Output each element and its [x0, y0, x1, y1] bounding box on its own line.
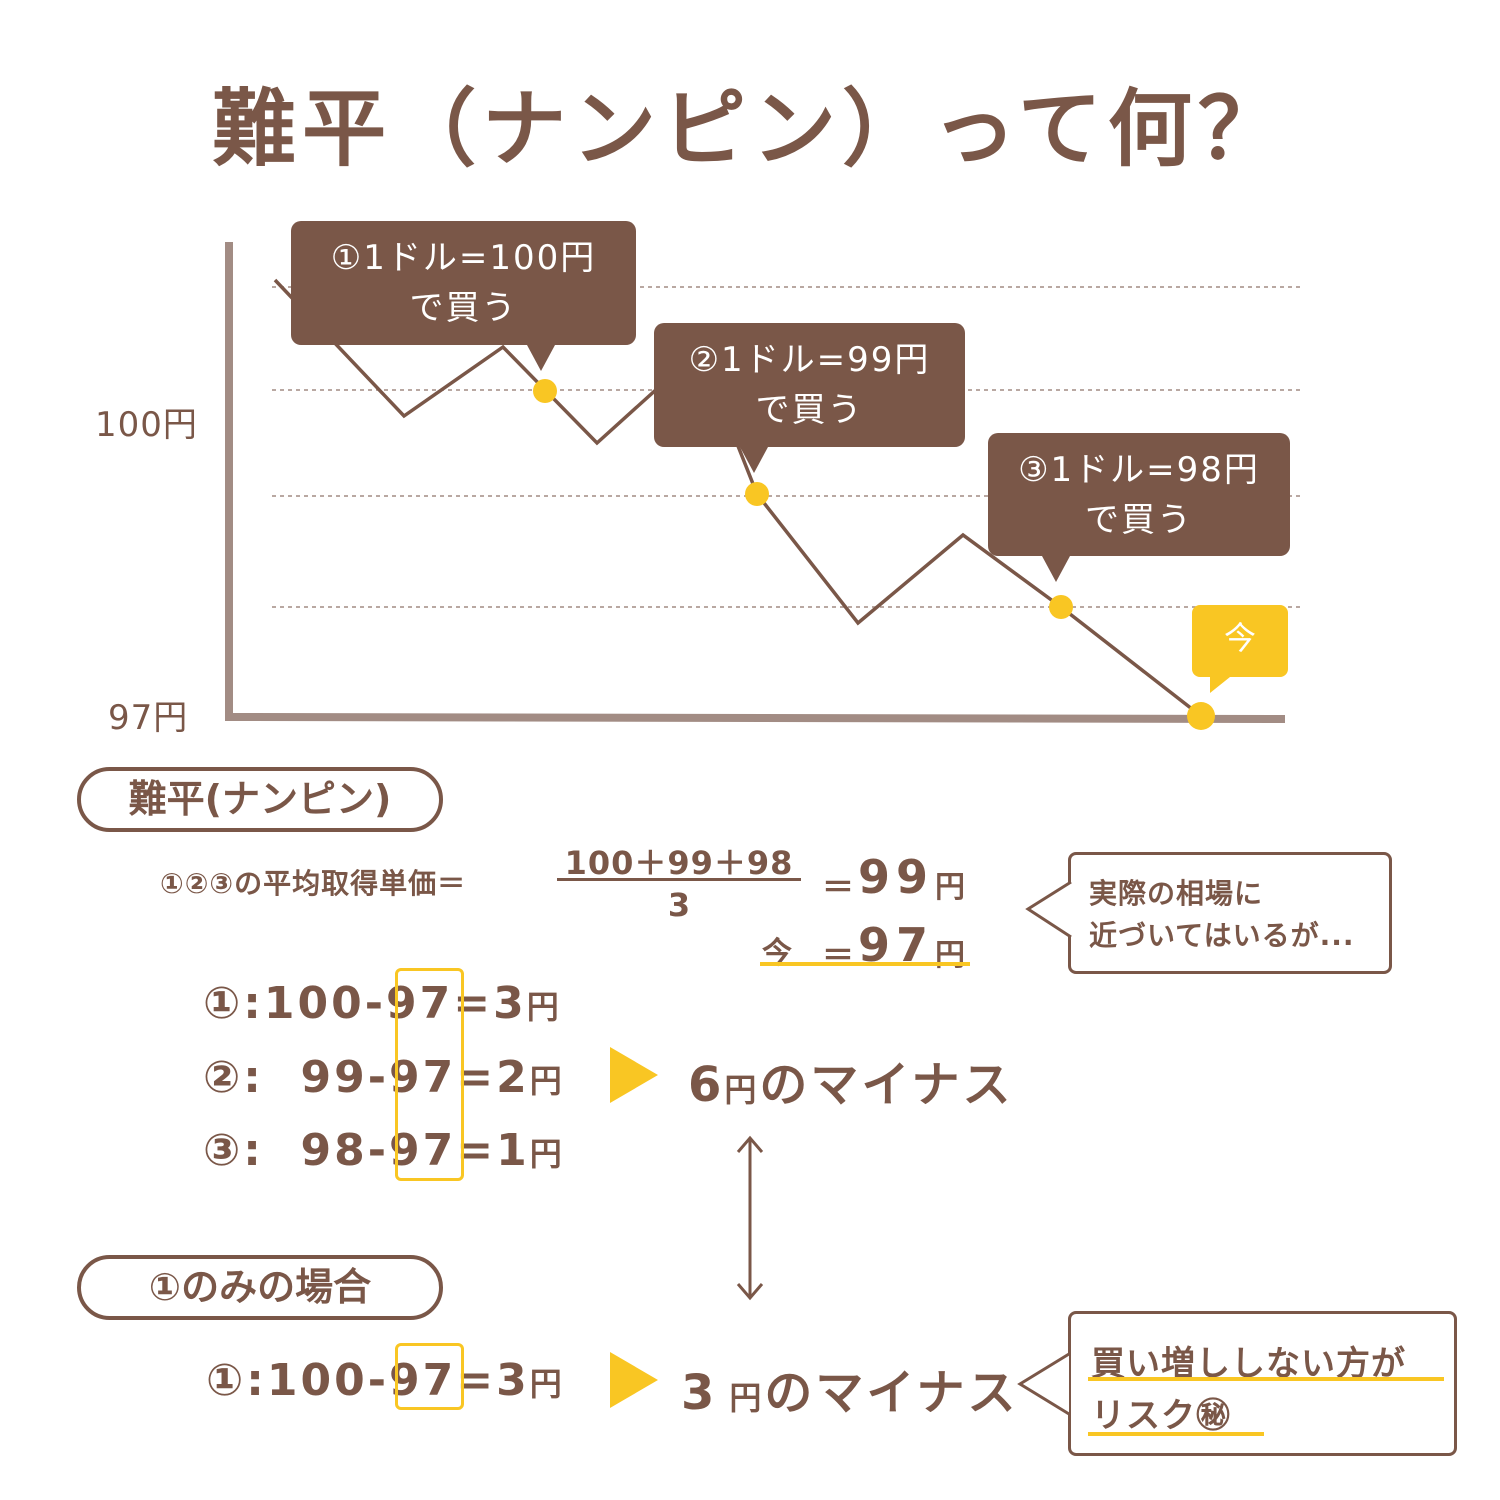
total-loss-nanpin: 6円のマイナス — [688, 1045, 1013, 1115]
callout-tail — [740, 447, 768, 473]
callout-line2: で買う — [755, 390, 864, 430]
double-arrow-icon — [736, 1135, 764, 1301]
now-label: 今 — [1223, 619, 1256, 657]
callout-line1: ③1ドル=98円 — [1018, 450, 1260, 490]
calc-base: 97 — [388, 1355, 457, 1406]
callout-line1: ①1ドル=100円 — [330, 238, 597, 278]
avg-equals: ＝ — [822, 868, 855, 906]
note-underline-2 — [1088, 1432, 1264, 1436]
callout-line1: ②1ドル=99円 — [688, 340, 931, 380]
calc-base: 97 — [388, 1052, 457, 1103]
buy-callout-2: ②1ドル=99円 で買う — [654, 323, 965, 473]
calc-base: 97 — [388, 1125, 457, 1176]
calc-unit: 円 — [529, 1365, 565, 1403]
calc-prefix: ③: 98- — [203, 1125, 389, 1176]
total-value: 6 — [688, 1057, 725, 1113]
callout-tail — [527, 345, 555, 371]
note-line2: リスク㊙ — [1091, 1396, 1231, 1436]
average-value: 99 — [858, 850, 935, 904]
arrow-right-icon — [610, 1047, 658, 1103]
note-line2: 近づいてはいるが... — [1089, 919, 1355, 952]
average-unit: 円 — [935, 870, 965, 905]
total-loss-single: 3 円のマイナス — [681, 1353, 1018, 1423]
current-price-highlight-single — [395, 1343, 464, 1410]
calc-row-3: ③: 98-97=1円 — [203, 1125, 565, 1176]
calc-unit: 円 — [529, 1135, 565, 1173]
fraction-denominator: 3 — [667, 886, 691, 924]
total-text: のマイナス — [759, 1057, 1014, 1113]
calc-prefix: ①:100- — [206, 1355, 389, 1406]
section-label-single: ①のみの場合 — [77, 1255, 443, 1320]
now-unit: 円 — [935, 938, 965, 973]
calc-result: =3 — [456, 1355, 530, 1406]
callout-tail — [1210, 677, 1230, 693]
note-line1: 実際の相場に — [1089, 877, 1264, 910]
calc-row-2: ②: 99-97=2円 — [203, 1052, 565, 1103]
note-line1: 買い増ししない方が — [1091, 1344, 1406, 1384]
now-callout: 今 — [1192, 605, 1288, 693]
note-underline-1 — [1088, 1377, 1444, 1381]
fraction-bar — [557, 878, 801, 881]
calc-unit: 円 — [529, 1062, 565, 1100]
now-underline — [760, 962, 970, 966]
current-point — [1187, 702, 1215, 730]
callout-line2: で買う — [1085, 500, 1193, 540]
buy-point-1 — [533, 379, 557, 403]
total-value: 3 — [681, 1365, 718, 1421]
buy-point-2 — [745, 482, 769, 506]
fraction-numerator: 100＋99＋98 — [564, 844, 794, 882]
calc-row-single: ①:100-97=3円 — [206, 1355, 565, 1406]
average-cost-label: ①②③の平均取得単価＝ — [160, 867, 467, 900]
calc-unit: 円 — [526, 988, 562, 1026]
calc-result: =3 — [453, 978, 527, 1029]
x-axis — [224, 713, 1286, 723]
arrow-right-icon — [610, 1352, 658, 1408]
calc-prefix: ①:100- — [203, 978, 386, 1029]
total-unit: 円 — [729, 1379, 765, 1417]
page-title: 難平（ナンピン）って何？ — [212, 80, 1288, 178]
total-unit: 円 — [724, 1071, 760, 1109]
calc-prefix: ②: 99- — [203, 1052, 389, 1103]
calc-result: =2 — [456, 1052, 530, 1103]
calc-result: =1 — [456, 1125, 530, 1176]
note-pointer-1 — [1025, 880, 1072, 939]
y-label-97: 97円 — [108, 698, 189, 738]
section-label-nanpin: 難平(ナンピン) — [77, 767, 443, 832]
buy-point-3 — [1049, 595, 1073, 619]
calc-row-1: ①:100-97=3円 — [203, 978, 562, 1029]
current-price-highlight — [395, 968, 464, 1181]
total-text: のマイナス — [764, 1365, 1019, 1421]
note-bubble-1: 実際の相場に 近づいてはいるが... — [1068, 852, 1392, 974]
callout-line2: で買う — [409, 288, 518, 328]
buy-callout-1: ①1ドル=100円 で買う — [291, 221, 636, 371]
buy-callout-3: ③1ドル=98円 で買う — [988, 433, 1290, 582]
now-equals: ＝ — [822, 936, 855, 974]
callout-tail — [1042, 556, 1070, 582]
y-label-100: 100円 — [95, 405, 198, 445]
note-pointer-2 — [1017, 1352, 1070, 1416]
